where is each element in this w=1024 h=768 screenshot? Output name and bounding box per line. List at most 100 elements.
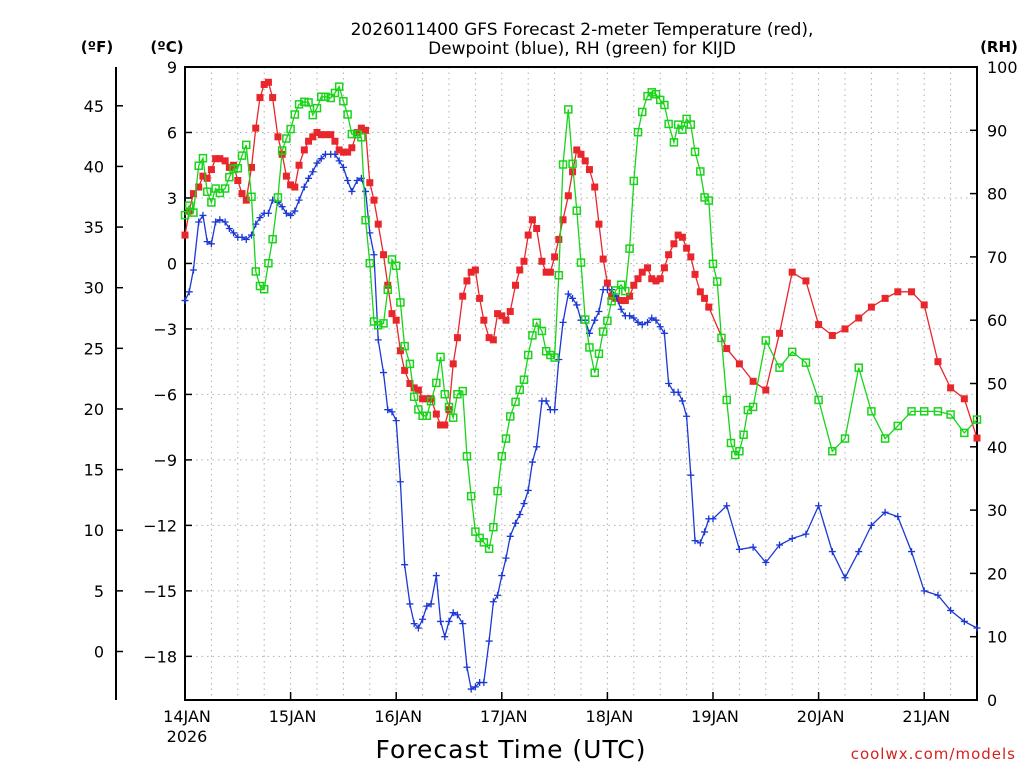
temperature-point <box>396 347 404 355</box>
dewpoint-point <box>423 602 431 610</box>
temperature-point <box>234 177 242 185</box>
dewpoint-point <box>225 225 233 233</box>
temperature-point <box>660 264 668 272</box>
dewpoint-point <box>362 187 370 195</box>
rh-unit-label: (RH) <box>980 38 1018 56</box>
rh-point <box>505 412 515 421</box>
dewpoint-point <box>656 323 664 331</box>
rh-point <box>202 187 212 196</box>
temperature-point <box>670 240 678 248</box>
rh-tick-label: 100 <box>987 58 1018 77</box>
temperature-point <box>366 179 374 187</box>
dewpoint-point <box>264 209 272 217</box>
temperature-point <box>221 157 229 165</box>
dewpoint-point <box>339 163 347 171</box>
dewpoint-point <box>489 598 497 606</box>
dewpoint-point <box>815 502 823 510</box>
temperature-point <box>542 268 550 276</box>
rh-point <box>828 446 837 456</box>
rh-point <box>814 395 823 405</box>
rh-point <box>633 127 643 137</box>
temperature-point <box>762 386 770 394</box>
dewpoint-point <box>524 486 532 494</box>
rh-point <box>426 396 436 406</box>
temperature-point <box>260 80 268 88</box>
dewpoint-point <box>520 500 528 508</box>
rh-point <box>409 392 419 402</box>
temperature-point <box>634 275 642 283</box>
rh-point <box>572 206 582 215</box>
dewpoint-point <box>591 316 599 324</box>
dewpoint-point <box>445 617 453 625</box>
rh-point <box>907 407 916 416</box>
rh-point <box>286 124 295 134</box>
temperature-point <box>414 386 422 394</box>
rh-point <box>396 298 405 307</box>
temperature-point <box>665 251 673 259</box>
rh-point <box>436 352 445 362</box>
rh-point <box>501 434 511 443</box>
rh-point <box>247 192 256 202</box>
temperature-point <box>538 257 546 265</box>
dewpoint-point <box>788 534 796 542</box>
celsius-tick-label: 0 <box>167 254 177 273</box>
dewpoint-point <box>573 301 581 309</box>
temperature-point <box>498 312 506 320</box>
chart-title-line-1: 2026011400 GFS Forecast 2-meter Temperat… <box>351 20 814 40</box>
dewpoint-point <box>282 209 290 217</box>
dewpoint-point <box>528 458 536 466</box>
temperature-point <box>973 434 981 442</box>
rh-point <box>528 331 537 340</box>
temperature-point <box>248 163 256 171</box>
rh-point <box>722 395 731 405</box>
celsius-tick-label: 9 <box>167 58 177 77</box>
temperature-point <box>489 336 497 344</box>
x-tick-label: 19JAN <box>691 707 739 726</box>
dewpoint-point <box>331 150 339 158</box>
rh-point <box>365 258 375 268</box>
rh-tick-label: 80 <box>987 185 1007 204</box>
temperature-point <box>453 334 461 342</box>
dewpoint-point <box>195 218 203 226</box>
rh-point <box>479 538 489 547</box>
temperature-point <box>432 410 440 418</box>
dewpoint-point <box>687 471 695 479</box>
temperature-point <box>581 157 589 165</box>
fahrenheit-tick-label: 35 <box>84 218 104 237</box>
dewpoint-point <box>947 607 955 615</box>
rh-point <box>373 321 383 330</box>
dewpoint-point <box>388 408 396 416</box>
temperature-point <box>437 421 445 429</box>
rh-point <box>497 452 507 461</box>
dewpoint-point <box>516 510 524 518</box>
temperature-point <box>723 345 731 353</box>
rh-point <box>712 277 722 286</box>
rh-point <box>440 390 450 399</box>
celsius-tick-label: −15 <box>143 582 177 601</box>
rh-point <box>867 407 876 416</box>
rh-point <box>290 110 300 119</box>
fahrenheit-unit-label: (ºF) <box>81 38 113 56</box>
dewpoint-point <box>427 600 435 608</box>
celsius-tick-label: −3 <box>153 320 177 339</box>
dewpoint-point <box>841 574 849 582</box>
rh-point <box>801 358 811 367</box>
rh-point <box>590 368 599 377</box>
temperature-point <box>370 196 378 204</box>
rh-point <box>489 522 498 532</box>
dewpoint-point <box>709 515 717 523</box>
temperature-point <box>317 131 325 139</box>
rh-point <box>448 413 458 422</box>
dewpoint-point <box>512 519 520 527</box>
dewpoint-point <box>370 251 378 259</box>
temperature-point <box>867 303 875 311</box>
temperature-point <box>599 255 607 263</box>
temperature-point <box>357 124 365 132</box>
temperature-point <box>392 316 400 324</box>
temperature-point <box>313 128 321 136</box>
dewpoint-point <box>683 412 691 420</box>
rh-line <box>184 85 978 551</box>
temperature-point <box>494 310 502 318</box>
dewpoint-point <box>437 617 445 625</box>
